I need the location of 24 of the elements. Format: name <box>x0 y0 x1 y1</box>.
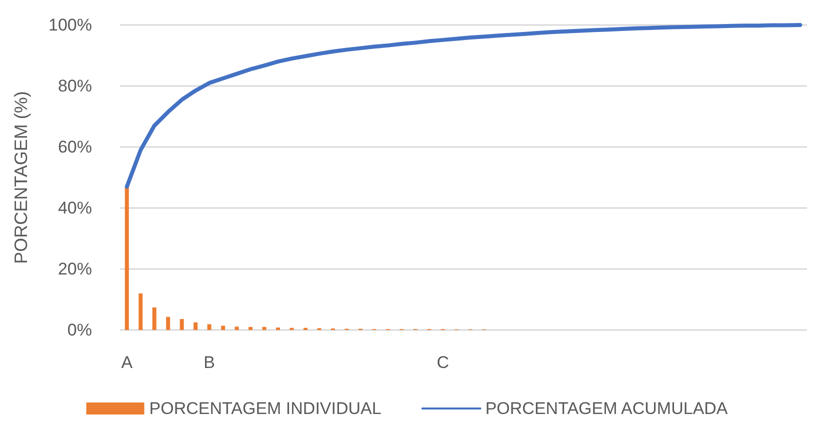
x-tick-label: B <box>204 353 215 372</box>
bar <box>262 326 266 330</box>
y-tick-label: 60% <box>58 138 92 156</box>
bar <box>138 293 143 330</box>
x-tick-label: A <box>121 353 134 372</box>
bar <box>207 324 212 330</box>
bar <box>180 319 184 330</box>
legend-label: PORCENTAGEM ACUMULADA <box>485 399 728 418</box>
y-tick-label: 40% <box>58 198 92 218</box>
y-axis-title: PORCENTAGEM (%) <box>11 91 31 264</box>
bar <box>124 186 129 330</box>
line-series <box>124 23 802 189</box>
y-tick-label: 100% <box>48 16 92 34</box>
bar <box>234 326 239 330</box>
bar <box>194 322 198 330</box>
bar <box>248 326 253 330</box>
x-tick-label: C <box>436 353 450 372</box>
bar <box>166 316 170 330</box>
y-tick-label: 20% <box>58 260 92 278</box>
bar <box>152 307 156 330</box>
y-tick-label: 0% <box>67 320 92 340</box>
legend-label: PORCENTAGEM INDIVIDUAL <box>149 399 382 418</box>
y-tick-label: 80% <box>58 76 92 96</box>
bar <box>221 326 226 330</box>
